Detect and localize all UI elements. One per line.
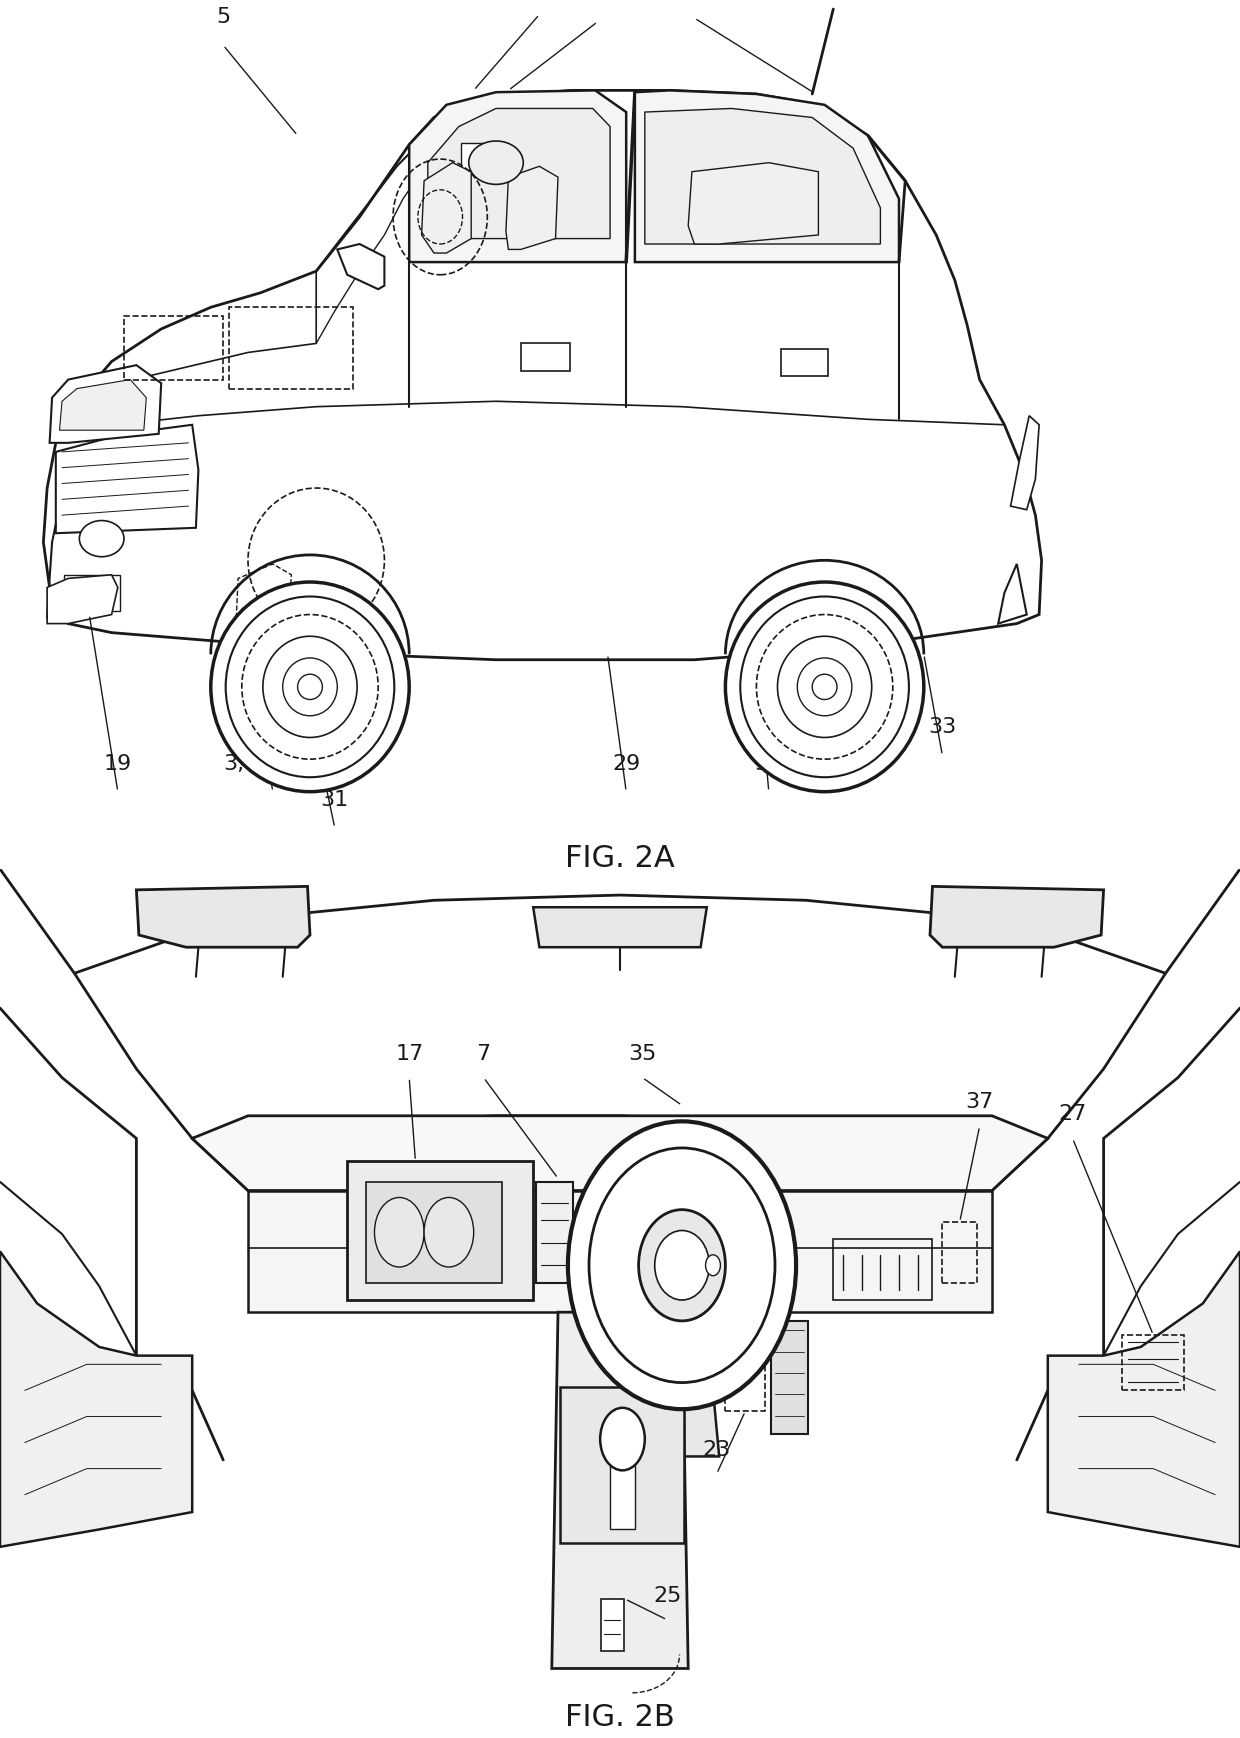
Ellipse shape: [283, 659, 337, 716]
Polygon shape: [192, 1116, 1048, 1191]
Bar: [942, 1222, 977, 1283]
Ellipse shape: [298, 674, 322, 699]
Ellipse shape: [79, 521, 124, 556]
Text: FIG. 2A: FIG. 2A: [565, 845, 675, 872]
Polygon shape: [50, 365, 161, 443]
Ellipse shape: [740, 596, 909, 777]
Ellipse shape: [568, 1121, 796, 1410]
Text: FIG. 2B: FIG. 2B: [565, 1703, 675, 1731]
Text: 5: 5: [216, 7, 231, 28]
Text: 17: 17: [396, 1043, 423, 1064]
Polygon shape: [56, 424, 198, 534]
Bar: [366, 1182, 502, 1283]
Polygon shape: [1011, 415, 1039, 509]
Text: 31: 31: [321, 789, 348, 810]
Ellipse shape: [797, 659, 852, 716]
Ellipse shape: [242, 615, 378, 760]
Text: 31: 31: [755, 754, 782, 773]
Ellipse shape: [589, 1147, 775, 1383]
Ellipse shape: [812, 674, 837, 699]
Text: 3,15,100: 3,15,100: [223, 754, 322, 773]
Polygon shape: [645, 1390, 719, 1456]
Bar: [601, 1599, 624, 1651]
Text: 33: 33: [929, 718, 956, 737]
Text: 35: 35: [629, 1043, 656, 1064]
Bar: [536, 1182, 573, 1283]
Ellipse shape: [756, 615, 893, 760]
Bar: [461, 143, 489, 172]
Polygon shape: [552, 1312, 688, 1668]
Polygon shape: [645, 108, 880, 243]
Bar: [64, 575, 120, 612]
Text: 19: 19: [104, 754, 131, 773]
Polygon shape: [136, 886, 310, 947]
Polygon shape: [533, 907, 707, 947]
Polygon shape: [930, 886, 1104, 947]
Ellipse shape: [777, 636, 872, 737]
Bar: [833, 1239, 932, 1300]
Polygon shape: [422, 163, 471, 254]
Ellipse shape: [226, 596, 394, 777]
Ellipse shape: [469, 141, 523, 184]
Polygon shape: [47, 575, 118, 624]
Polygon shape: [610, 1460, 635, 1529]
Ellipse shape: [424, 1197, 474, 1267]
Ellipse shape: [725, 582, 924, 793]
Text: 23: 23: [703, 1439, 730, 1460]
Text: 25: 25: [653, 1585, 681, 1606]
Polygon shape: [1048, 1251, 1240, 1547]
Polygon shape: [998, 563, 1027, 624]
Ellipse shape: [706, 1255, 720, 1276]
Polygon shape: [43, 90, 1042, 660]
Polygon shape: [635, 90, 899, 262]
Bar: [521, 344, 570, 370]
Text: 29: 29: [613, 754, 640, 773]
Bar: [725, 1356, 765, 1411]
Ellipse shape: [639, 1210, 725, 1321]
Polygon shape: [60, 379, 146, 431]
Polygon shape: [409, 90, 626, 262]
Bar: [771, 1321, 808, 1434]
Ellipse shape: [655, 1231, 709, 1300]
Bar: [560, 1387, 684, 1543]
Ellipse shape: [374, 1197, 424, 1267]
Bar: [347, 1161, 533, 1300]
Polygon shape: [506, 167, 558, 250]
Text: 7: 7: [476, 1043, 491, 1064]
Polygon shape: [0, 1251, 192, 1547]
Text: 37: 37: [966, 1091, 993, 1112]
Polygon shape: [688, 163, 818, 243]
Ellipse shape: [600, 1408, 645, 1470]
Polygon shape: [428, 108, 610, 238]
Bar: [781, 349, 828, 375]
Ellipse shape: [263, 636, 357, 737]
Text: 13: 13: [584, 0, 611, 3]
Polygon shape: [248, 1191, 992, 1312]
Ellipse shape: [211, 582, 409, 793]
Bar: [124, 316, 223, 379]
Bar: [229, 308, 353, 389]
Polygon shape: [337, 243, 384, 289]
Text: 27: 27: [1059, 1104, 1086, 1124]
Bar: [1122, 1335, 1184, 1390]
